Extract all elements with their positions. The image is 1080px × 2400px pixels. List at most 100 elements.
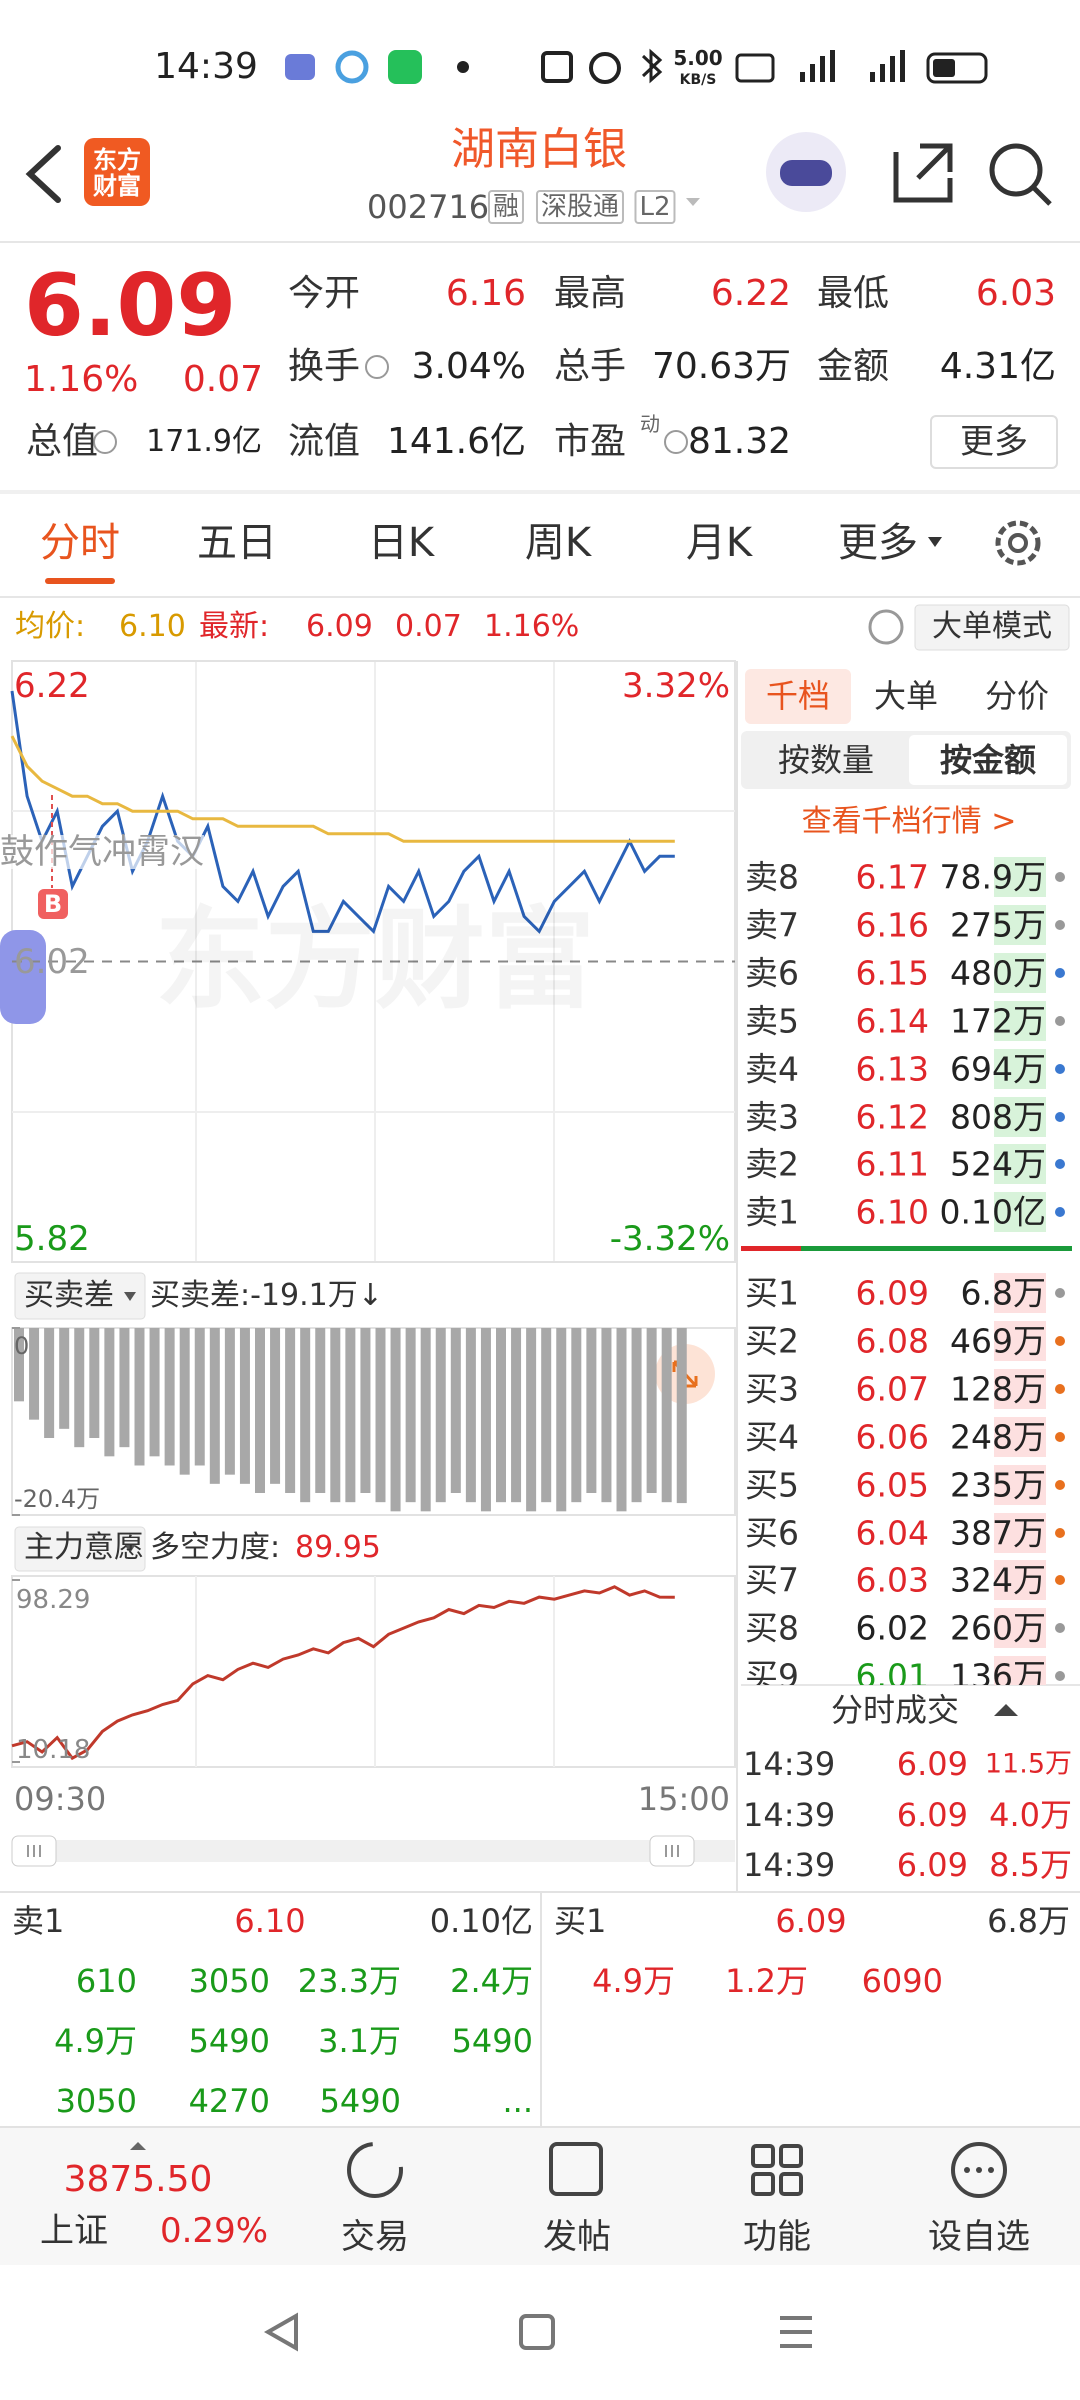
float-button[interactable] bbox=[0, 930, 46, 1024]
tab[interactable]: 月K bbox=[685, 520, 753, 566]
mode-tab[interactable]: 按金额 bbox=[939, 741, 1037, 779]
bar bbox=[29, 1328, 40, 1420]
field-value: 6.03 bbox=[975, 273, 1056, 314]
level-amount: 469万 bbox=[950, 1321, 1046, 1361]
bar bbox=[119, 1328, 130, 1448]
tab[interactable]: 五日 bbox=[197, 520, 277, 566]
y-tick-label: 10.18 bbox=[16, 1735, 91, 1765]
index-value[interactable]: 3875.50 bbox=[63, 2159, 213, 2200]
panel-tab-active[interactable] bbox=[745, 669, 851, 724]
post-icon[interactable] bbox=[549, 2142, 603, 2196]
nfc-icon bbox=[541, 51, 573, 83]
depth-shade bbox=[994, 1192, 1046, 1233]
indicator-title[interactable]: 主力意愿 bbox=[24, 1530, 144, 1565]
bar bbox=[14, 1328, 24, 1402]
depth-shade bbox=[994, 1273, 1046, 1313]
more-button[interactable]: 更多 bbox=[930, 415, 1058, 469]
chart-frame bbox=[11, 1327, 736, 1516]
index-name[interactable]: 上证 bbox=[40, 2211, 108, 2251]
level-label: 买6 bbox=[745, 1513, 799, 1552]
sys-home[interactable] bbox=[519, 2314, 555, 2350]
level-price: 6.01 bbox=[855, 1656, 929, 1685]
level-dot bbox=[1055, 1671, 1065, 1682]
tab[interactable]: 日K bbox=[367, 520, 435, 566]
level-label: 卖5 bbox=[745, 1001, 799, 1041]
level-price: 6.14 bbox=[855, 1001, 929, 1041]
level-amount: 172万 bbox=[950, 1001, 1046, 1041]
scrollbar[interactable] bbox=[12, 1840, 735, 1862]
bar bbox=[179, 1328, 190, 1475]
sell-trade: ... bbox=[502, 2082, 533, 2120]
tab[interactable]: 分时 bbox=[40, 520, 120, 566]
trade-icon[interactable] bbox=[347, 2142, 403, 2198]
bar bbox=[134, 1328, 145, 1466]
buy-amount: 6.8万 bbox=[987, 1902, 1070, 1940]
indicator-select[interactable] bbox=[14, 1272, 146, 1320]
chart-frame bbox=[11, 1575, 736, 1768]
bar bbox=[300, 1328, 311, 1503]
help[interactable]: 大单模式 bbox=[932, 609, 1052, 644]
sys-back[interactable] bbox=[263, 2312, 298, 2352]
info-avg: 6.10 bbox=[119, 609, 186, 644]
tab[interactable]: 周K bbox=[524, 520, 592, 566]
nav-label[interactable]: 设自选 bbox=[928, 2217, 1030, 2257]
panel-tab[interactable]: 大单 bbox=[873, 677, 939, 715]
bar bbox=[556, 1328, 567, 1512]
bar bbox=[390, 1328, 401, 1512]
trades-title[interactable]: 分时成交 bbox=[830, 1691, 960, 1729]
level-label: 买2 bbox=[745, 1321, 799, 1361]
depth-shade bbox=[994, 952, 1046, 993]
field-value: 4.31亿 bbox=[939, 346, 1056, 387]
trade-price: 6.09 bbox=[896, 1846, 968, 1884]
nav-label[interactable]: 发帖 bbox=[543, 2217, 611, 2257]
buy-list: 买1 6.09 6.8万 买2 6.08 469万 买3 6.07 128万 买4 6.06 248万… bbox=[0, 1262, 1080, 1685]
level-amount: 78.9万 bbox=[939, 857, 1046, 897]
bar bbox=[59, 1328, 70, 1429]
panel-tab[interactable]: 千档 bbox=[765, 677, 831, 715]
settings-icon[interactable] bbox=[995, 520, 1041, 566]
back-icon[interactable] bbox=[25, 145, 61, 203]
level-dot bbox=[1055, 1383, 1065, 1394]
level-label: 卖2 bbox=[745, 1144, 799, 1184]
app-icon bbox=[285, 54, 315, 80]
watch-icon[interactable] bbox=[951, 2142, 1007, 2198]
level-price: 6.17 bbox=[855, 857, 929, 897]
level-price: 6.13 bbox=[855, 1049, 929, 1089]
level-amount: 480万 bbox=[950, 953, 1046, 993]
tab-underline bbox=[45, 578, 115, 584]
mode-active[interactable] bbox=[909, 735, 1067, 785]
panel-tab[interactable]: 分价 bbox=[984, 677, 1050, 715]
sell-trade: 2.4万 bbox=[450, 1962, 533, 2000]
collapse-icon[interactable] bbox=[994, 1704, 1018, 1716]
search-icon[interactable] bbox=[989, 143, 1043, 197]
field-label: 金额 bbox=[817, 346, 890, 387]
bar bbox=[255, 1328, 265, 1493]
panel-link[interactable]: 查看千档行情 > bbox=[801, 804, 1017, 839]
tab[interactable]: 更多 bbox=[838, 520, 918, 566]
nav-label[interactable]: 功能 bbox=[743, 2217, 811, 2257]
sell-label: 卖1 bbox=[12, 1902, 65, 1940]
nav-label[interactable]: 交易 bbox=[341, 2217, 409, 2257]
level-price: 6.15 bbox=[855, 953, 929, 993]
dropdown-icon[interactable] bbox=[686, 198, 700, 206]
indicator-select[interactable] bbox=[14, 1526, 146, 1572]
stock-name: 湖南白银 bbox=[451, 124, 627, 175]
bar bbox=[646, 1328, 657, 1493]
level-label: 卖8 bbox=[745, 857, 799, 897]
logo-text: 东方 bbox=[93, 146, 141, 174]
sys-menu[interactable] bbox=[780, 2316, 812, 2348]
index-pct[interactable]: 0.29% bbox=[159, 2211, 269, 2251]
depth-shade bbox=[994, 904, 1046, 945]
indicator-title[interactable]: 买卖差 bbox=[24, 1278, 114, 1313]
help-icon[interactable] bbox=[868, 609, 904, 645]
mode-tab[interactable]: 按数量 bbox=[777, 741, 875, 779]
mode-button[interactable] bbox=[914, 604, 1070, 651]
field-value: 141.6亿 bbox=[386, 421, 526, 462]
level-amount: 324万 bbox=[950, 1560, 1046, 1600]
level-price: 6.08 bbox=[855, 1321, 929, 1361]
expand-icon[interactable] bbox=[130, 2142, 146, 2150]
depth-shade bbox=[994, 1464, 1046, 1505]
share-icon[interactable] bbox=[893, 143, 953, 203]
field-label: 换手 bbox=[288, 346, 361, 387]
function-icon[interactable] bbox=[751, 2144, 803, 2196]
